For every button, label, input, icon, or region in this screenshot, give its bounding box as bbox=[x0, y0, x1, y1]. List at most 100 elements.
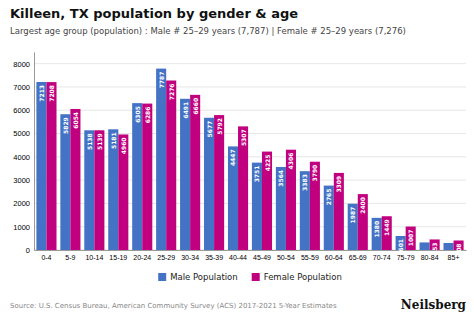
data-label: 3383 bbox=[301, 174, 308, 191]
bar bbox=[214, 115, 224, 250]
data-label: 4225 bbox=[264, 155, 271, 172]
plot: 0100020003000400050006000700080000-45-91… bbox=[13, 53, 466, 261]
bar bbox=[142, 104, 152, 250]
y-axis-line bbox=[34, 53, 35, 251]
x-tick-label: 65-69 bbox=[349, 254, 367, 261]
data-label: 5792 bbox=[216, 118, 223, 135]
grid bbox=[34, 64, 466, 250]
data-label: 6660 bbox=[192, 98, 199, 115]
bar bbox=[132, 103, 142, 250]
x-tick-label: 20-24 bbox=[133, 254, 151, 261]
bar bbox=[94, 130, 104, 250]
bars bbox=[36, 69, 463, 250]
y-tick: 5000 bbox=[13, 129, 34, 138]
y-tick: 1000 bbox=[13, 223, 34, 232]
x-tick-label: 75-79 bbox=[397, 254, 415, 261]
data-label: 4960 bbox=[120, 137, 127, 154]
y-tick-label: 0 bbox=[26, 246, 30, 255]
data-label: 5139 bbox=[96, 133, 103, 150]
x-tick: 0-4 bbox=[41, 254, 51, 261]
x-tick: 75-79 bbox=[397, 254, 415, 261]
data-label: 2400 bbox=[359, 197, 366, 214]
bar bbox=[70, 109, 80, 250]
series bbox=[46, 81, 463, 250]
data-label: 3751 bbox=[253, 166, 260, 183]
data-labels: 7213582951385181630577876491567744473751… bbox=[38, 72, 462, 256]
y-tick: 7000 bbox=[13, 83, 34, 92]
subtitle: Largest age group (population) : Male # … bbox=[10, 26, 406, 36]
data-label: 6054 bbox=[72, 112, 79, 129]
y-tick: 2000 bbox=[13, 199, 34, 208]
title: Killeen, TX population by gender & age bbox=[10, 6, 298, 21]
x-tick: 65-69 bbox=[349, 254, 367, 261]
bar bbox=[262, 152, 272, 250]
data-label: 3564 bbox=[277, 170, 284, 187]
data-label: 1380 bbox=[373, 221, 380, 238]
bar bbox=[382, 216, 392, 250]
x-tick: 70-74 bbox=[373, 254, 391, 261]
x-tick-label: 30-34 bbox=[181, 254, 199, 261]
data-label: 3790 bbox=[311, 165, 318, 182]
x-tick-label: 0-4 bbox=[41, 254, 51, 261]
y-tick-label: 5000 bbox=[13, 129, 30, 138]
bar bbox=[348, 204, 358, 250]
bar bbox=[443, 243, 453, 250]
data-label: 1987 bbox=[349, 207, 356, 224]
data-label: 7787 bbox=[158, 72, 165, 89]
bar bbox=[60, 114, 70, 250]
bar bbox=[324, 186, 334, 250]
bar bbox=[420, 242, 430, 250]
data-label: 4306 bbox=[287, 153, 294, 170]
grid-line bbox=[34, 63, 466, 64]
y-tick-label: 2000 bbox=[13, 199, 30, 208]
data-label: 1007 bbox=[407, 230, 414, 247]
y-tick: 0 bbox=[26, 246, 34, 255]
data-label: 2765 bbox=[325, 189, 332, 206]
bar bbox=[156, 69, 166, 250]
x-tick-label: 15-19 bbox=[109, 254, 127, 261]
bar bbox=[118, 134, 128, 250]
bar bbox=[310, 162, 320, 250]
data-label: 5829 bbox=[62, 117, 69, 134]
x-tick-label: 70-74 bbox=[373, 254, 391, 261]
bar bbox=[372, 218, 382, 250]
x-tick: 5-9 bbox=[65, 254, 75, 261]
bar bbox=[36, 82, 46, 250]
chart: Killeen, TX population by gender & age La… bbox=[0, 0, 474, 316]
x-tick-label: 60-64 bbox=[325, 254, 343, 261]
data-label: 6305 bbox=[134, 106, 141, 123]
data-label: 5677 bbox=[206, 121, 213, 138]
data-label: 7276 bbox=[168, 84, 175, 101]
bar bbox=[190, 95, 200, 250]
legend-swatch bbox=[158, 273, 166, 281]
bar bbox=[46, 82, 56, 250]
x-tick-label: 50-54 bbox=[277, 254, 295, 261]
bar bbox=[204, 118, 214, 250]
legend: Male PopulationFemale Population bbox=[158, 272, 342, 282]
x-tick: 60-64 bbox=[325, 254, 343, 261]
data-label: 7213 bbox=[38, 85, 45, 102]
y-tick-label: 8000 bbox=[13, 60, 30, 69]
data-label: 5307 bbox=[240, 129, 247, 146]
grid-line bbox=[34, 86, 466, 87]
bar bbox=[406, 227, 416, 250]
grid-line bbox=[34, 110, 466, 111]
data-label: 408 bbox=[455, 243, 462, 256]
bar bbox=[334, 173, 344, 250]
branding: Neilsberg bbox=[401, 298, 467, 312]
data-label: 453 bbox=[431, 242, 438, 255]
x-tick: 15-19 bbox=[109, 254, 127, 261]
bar bbox=[238, 126, 248, 250]
source: Source: U.S. Census Bureau, American Com… bbox=[10, 302, 337, 310]
series bbox=[36, 69, 453, 250]
y-tick: 8000 bbox=[13, 60, 34, 69]
x-tick-label: 35-39 bbox=[205, 254, 223, 261]
y-tick-label: 6000 bbox=[13, 106, 30, 115]
x-tick: 55-59 bbox=[301, 254, 319, 261]
legend-swatch bbox=[252, 273, 260, 281]
x-tick: 50-54 bbox=[277, 254, 295, 261]
data-label: 5181 bbox=[110, 132, 117, 149]
y-tick: 6000 bbox=[13, 106, 34, 115]
data-label: 6286 bbox=[144, 107, 151, 124]
y-tick-label: 4000 bbox=[13, 153, 30, 162]
